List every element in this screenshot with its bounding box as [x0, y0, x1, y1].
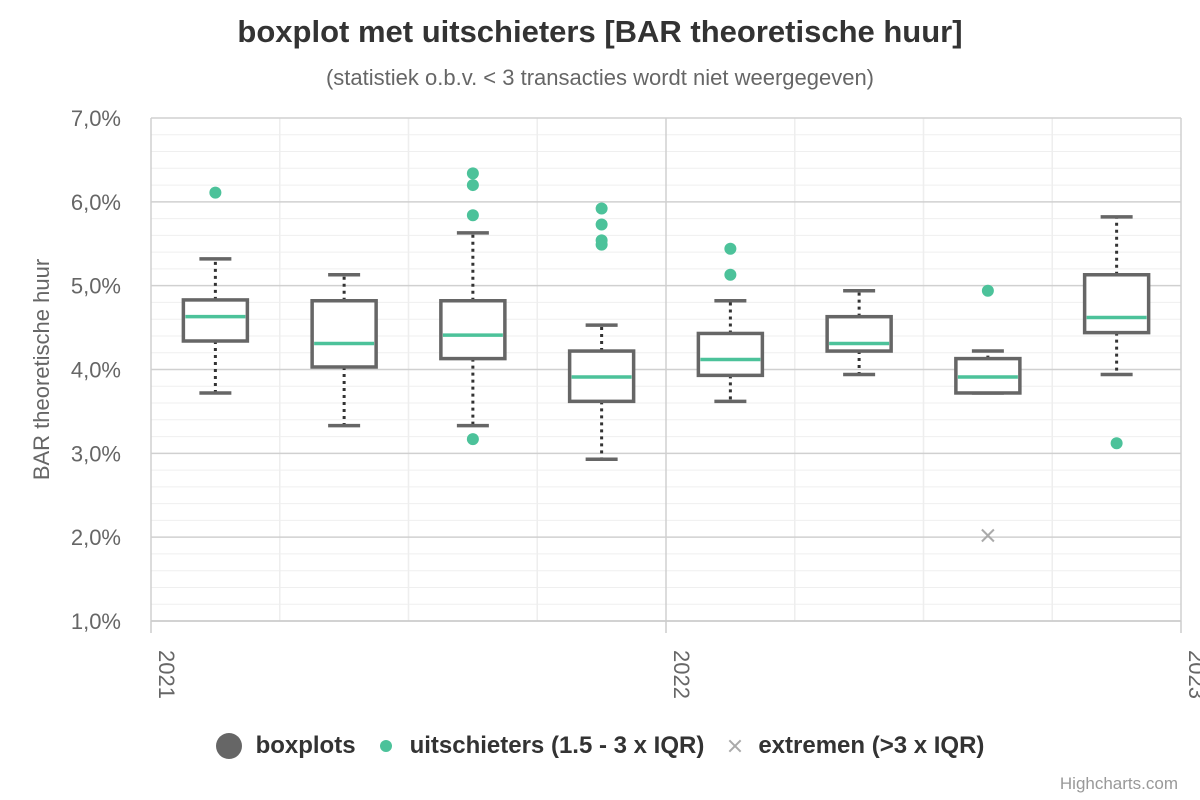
- box: [567, 323, 636, 461]
- box: [954, 349, 1022, 395]
- y-tick-label: 2,0%: [71, 525, 121, 550]
- outlier-point: [466, 179, 479, 192]
- extreme-point: [981, 528, 995, 543]
- outlier-point: [595, 218, 608, 231]
- outlier-point: [724, 242, 737, 255]
- outlier-point: [981, 284, 994, 297]
- x-tick-label: 2022: [669, 650, 694, 699]
- box: [825, 288, 893, 377]
- y-tick-label: 1,0%: [71, 609, 121, 634]
- chart-title: boxplot met uitschieters [BAR theoretisc…: [237, 14, 963, 49]
- outlier-point: [1110, 437, 1123, 450]
- outlier-point: [595, 202, 608, 215]
- outlier-points: [209, 167, 1123, 450]
- outlier-point: [466, 167, 479, 180]
- box-rect: [825, 314, 893, 353]
- legend-label: uitschieters (1.5 - 3 x IQR): [409, 732, 705, 759]
- box: [181, 257, 250, 395]
- legend-label: boxplots: [255, 732, 356, 759]
- box-rect: [439, 299, 507, 361]
- box: [310, 273, 378, 428]
- box-rect: [181, 298, 250, 343]
- y-axis-title: BAR theoretische huur: [29, 259, 54, 480]
- y-tick-label: 5,0%: [71, 274, 121, 299]
- x-tick-label: 2023: [1184, 650, 1200, 699]
- y-tick-label: 4,0%: [71, 358, 121, 383]
- box-rect: [696, 331, 765, 378]
- outlier-point: [209, 186, 222, 199]
- major-gridlines: [150, 117, 1182, 622]
- legend-circle-icon: [215, 733, 242, 759]
- legend-dot-icon: [379, 740, 392, 752]
- x-tick-label: 2021: [154, 650, 179, 699]
- y-tick-label: 6,0%: [71, 190, 121, 215]
- extreme-points: [981, 528, 995, 543]
- boxes: [181, 215, 1151, 461]
- y-tick-label: 7,0%: [71, 106, 121, 131]
- legend-item-extremes[interactable]: extremen (>3 x IQR): [728, 732, 984, 760]
- axes: [150, 620, 1182, 633]
- outlier-point: [466, 433, 479, 446]
- legend-item-boxplots[interactable]: boxplots: [215, 732, 356, 760]
- legend-item-outliers[interactable]: uitschieters (1.5 - 3 x IQR): [379, 732, 705, 760]
- box-rect: [1082, 273, 1151, 335]
- outlier-point: [595, 238, 608, 251]
- outlier-point: [724, 268, 737, 281]
- box: [696, 299, 765, 404]
- y-tick-label: 3,0%: [71, 441, 121, 466]
- outlier-point: [466, 209, 479, 222]
- box: [439, 231, 507, 428]
- extreme-cross-stroke: [981, 528, 995, 543]
- box: [1082, 215, 1151, 377]
- axis-labels: 1,0% 2,0% 3,0% 4,0% 5,0% 6,0% 7,0% 2021 2022 2023…: [29, 106, 1200, 699]
- legend-label: extremen (>3 x IQR): [758, 732, 985, 759]
- credits-link[interactable]: Highcharts.com: [1059, 774, 1178, 793]
- legend: boxplots uitschieters (1.5 - 3 x IQR) ex…: [0, 728, 1200, 764]
- chart-subtitle: (statistiek o.b.v. < 3 transacties wordt…: [325, 65, 875, 90]
- box-rect: [310, 299, 378, 369]
- legend-cross-icon: [728, 739, 742, 753]
